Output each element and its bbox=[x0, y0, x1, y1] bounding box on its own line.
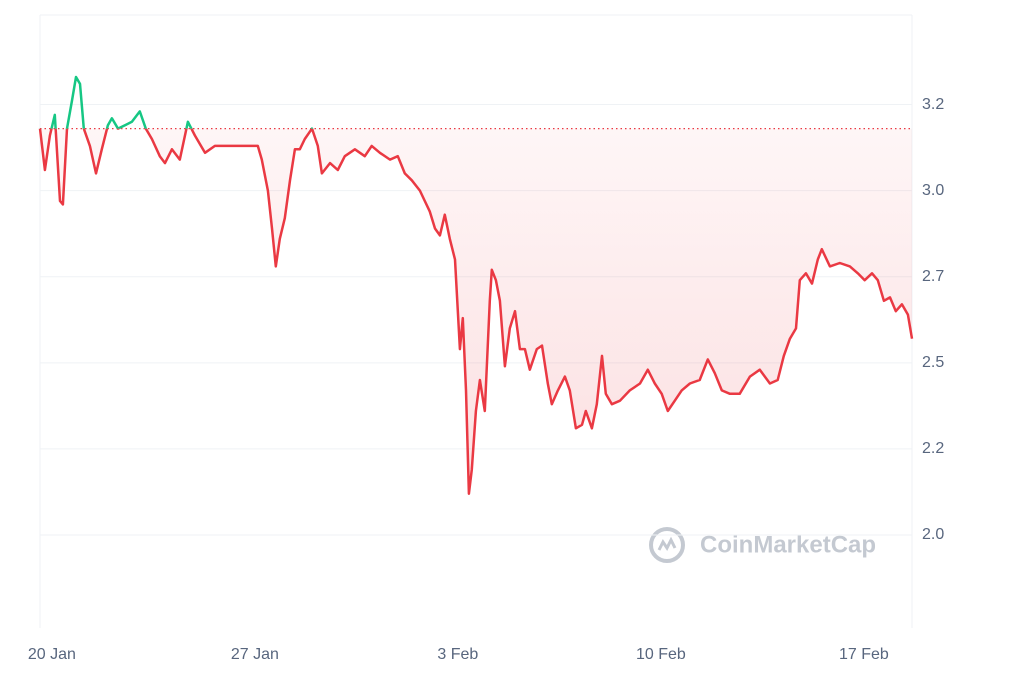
x-tick-label: 20 Jan bbox=[28, 646, 76, 663]
x-tick-label: 3 Feb bbox=[437, 646, 478, 663]
watermark: CoinMarketCap bbox=[649, 527, 876, 563]
watermark-text: CoinMarketCap bbox=[700, 531, 876, 558]
price-line-down bbox=[38, 128, 914, 495]
y-tick-label: 2.0 bbox=[922, 526, 944, 543]
x-tick-label: 10 Feb bbox=[636, 646, 686, 663]
y-tick-label: 2.7 bbox=[922, 268, 944, 285]
x-tick-label: 17 Feb bbox=[839, 646, 889, 663]
down-area bbox=[40, 128, 912, 494]
y-tick-label: 2.2 bbox=[922, 440, 944, 457]
y-tick-label: 2.5 bbox=[922, 354, 944, 371]
y-tick-label: 3.2 bbox=[922, 96, 944, 113]
y-tick-label: 3.0 bbox=[922, 182, 944, 199]
x-tick-label: 27 Jan bbox=[231, 646, 279, 663]
